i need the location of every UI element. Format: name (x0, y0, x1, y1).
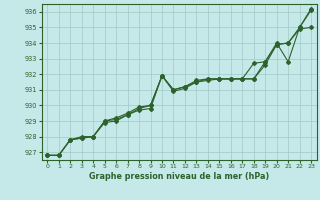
X-axis label: Graphe pression niveau de la mer (hPa): Graphe pression niveau de la mer (hPa) (89, 172, 269, 181)
